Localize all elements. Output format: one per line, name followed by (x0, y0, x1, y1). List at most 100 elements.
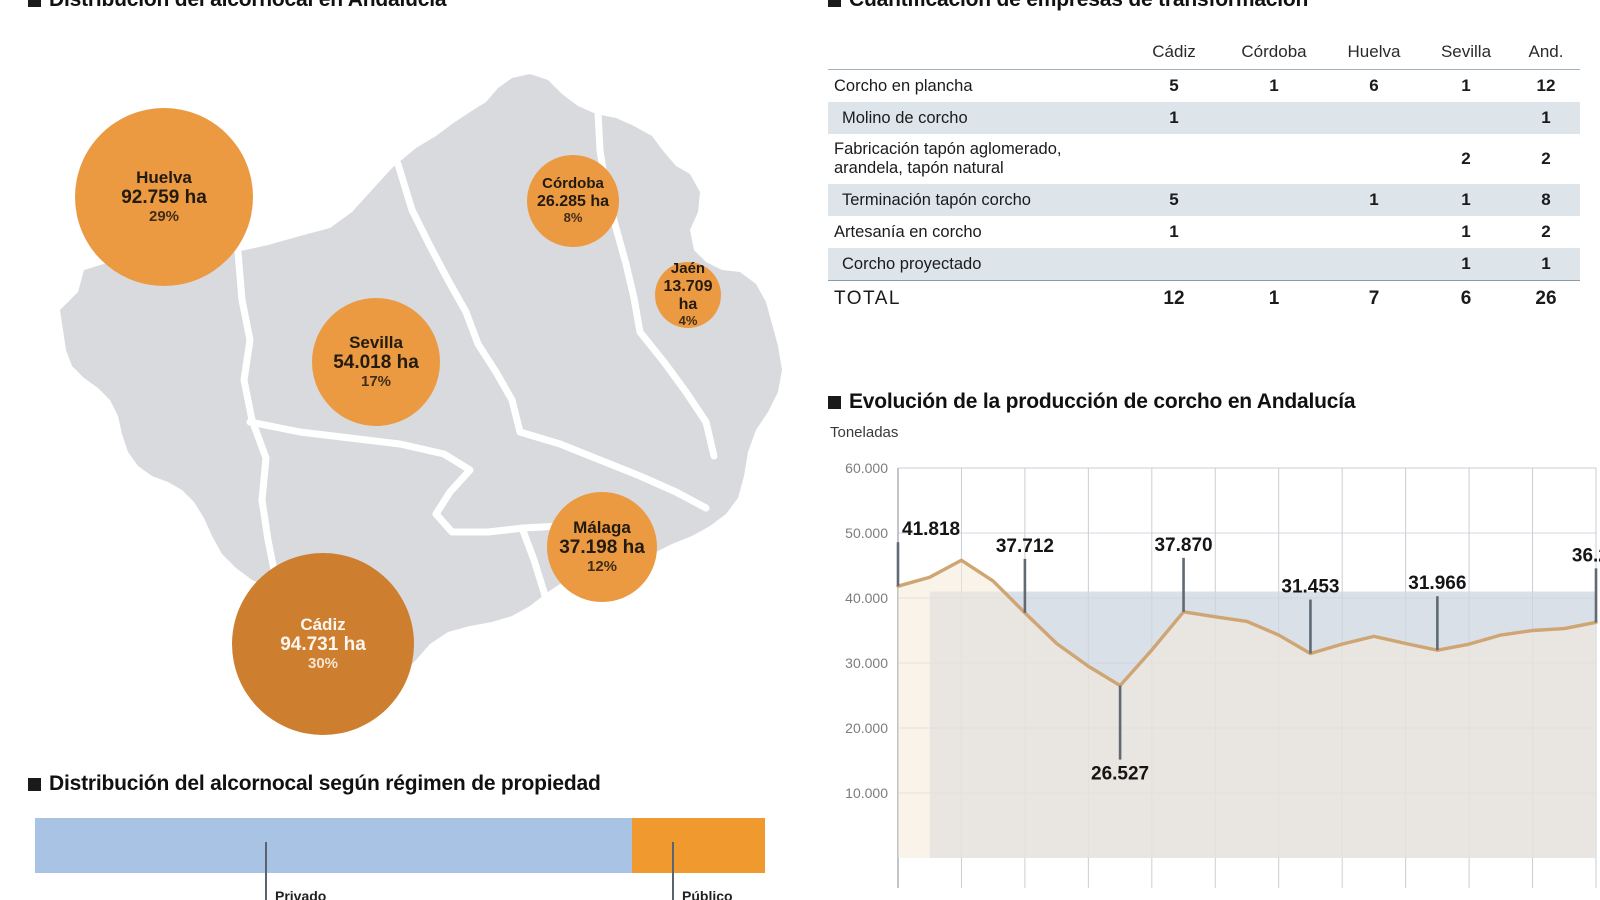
total-sevilla: 6 (1420, 280, 1512, 316)
property-section-title: Distribución del alcornocal según régime… (28, 772, 601, 796)
col-header-cordoba: Córdoba (1220, 38, 1328, 70)
cell-cadiz: 5 (1169, 76, 1179, 95)
bullet-square-icon (28, 777, 41, 791)
chart-area-fill (898, 560, 1596, 858)
bubble-value: 37.198 ha (559, 537, 645, 559)
chart-data-label: 36.254 (1572, 545, 1600, 566)
y-axis-tick-label: 20.000 (845, 720, 888, 736)
cell-huelva: 1 (1328, 184, 1420, 216)
chart-data-label: 37.870 (1154, 535, 1212, 556)
cell-cordoba (1220, 102, 1328, 134)
chart-data-label: 31.966 (1408, 573, 1466, 594)
firms-table: Cádiz Córdoba Huelva Sevilla And. Corcho… (828, 38, 1580, 316)
cell-sevilla: 1 (1461, 76, 1471, 95)
total-cordoba: 1 (1220, 280, 1328, 316)
bar-segment-public[interactable] (632, 818, 765, 873)
production-line-chart: 60.000 50.000 40.000 30.000 20.000 10.000 41.8… (845, 460, 1600, 888)
bubble-pct: 12% (586, 557, 618, 575)
map-title-text: Distribución del alcornocal en Andalucía (49, 0, 447, 12)
col-header-blank (828, 38, 1128, 70)
cell-cordoba (1220, 184, 1328, 216)
cell-and: 1 (1512, 248, 1580, 281)
bubble-name: Málaga (573, 518, 631, 538)
table-header-row: Cádiz Córdoba Huelva Sevilla And. (828, 38, 1580, 70)
cell-sevilla: 1 (1461, 222, 1471, 241)
map-section-title: Distribución del alcornocal en Andalucía (28, 0, 447, 12)
map-bubble-cadiz[interactable]: Cádiz 94.731 ha 30% (232, 553, 414, 735)
total-label: TOTAL (828, 280, 1128, 316)
bubble-name: Córdoba (542, 175, 604, 193)
table-row: Molino de corcho 1 1 (828, 102, 1580, 134)
table-row: Corcho en plancha 5 1 6 1 12 (828, 70, 1580, 103)
cell-huelva (1328, 102, 1420, 134)
bubble-value: 94.731 ha (280, 634, 366, 656)
cell-huelva: 6 (1369, 76, 1379, 95)
firms-table-section: Cuantificación de empresas de transforma… (820, 0, 1600, 380)
cell-huelva (1328, 216, 1420, 248)
cell-cordoba (1220, 134, 1328, 184)
total-and: 26 (1512, 280, 1580, 316)
map-bubble-malaga[interactable]: Málaga 37.198 ha 12% (547, 492, 657, 602)
table-row: Terminación tapón corcho 5 1 1 8 (828, 184, 1580, 216)
cell-sevilla: 1 (1420, 184, 1512, 216)
table-row: Fabricación tapón aglomerado, arandela, … (828, 134, 1580, 184)
row-label: Artesanía en corcho (834, 222, 982, 241)
cell-cadiz: 5 (1128, 184, 1220, 216)
cell-sevilla (1420, 102, 1512, 134)
chart-subtitle: Toneladas (830, 424, 899, 441)
bubble-name: Cádiz (300, 615, 346, 635)
bar-segment-private[interactable] (35, 818, 633, 873)
cell-cadiz (1128, 134, 1220, 184)
cell-and: 8 (1512, 184, 1580, 216)
chart-line (896, 558, 1598, 688)
col-header-sevilla: Sevilla (1420, 38, 1512, 70)
table-row: Artesanía en corcho 1 1 2 (828, 216, 1580, 248)
chart-data-label: 31.453 (1281, 577, 1339, 598)
col-header-and: And. (1512, 38, 1580, 70)
map-bubble-huelva[interactable]: Huelva 92.759 ha 29% (75, 108, 253, 286)
map-bubble-cordoba[interactable]: Córdoba 26.285 ha 8% (527, 155, 619, 247)
map-section: Distribución del alcornocal en Andalucía (0, 0, 800, 760)
bubble-value: 54.018 ha (333, 352, 419, 374)
bubble-pct: 4% (678, 313, 698, 329)
bubble-pct: 29% (148, 207, 180, 225)
property-regime-section: Distribución del alcornocal según régime… (0, 760, 800, 900)
map-bubble-sevilla[interactable]: Sevilla 54.018 ha 17% (312, 298, 440, 426)
chart-data-label: 37.712 (996, 536, 1054, 557)
bubble-value: 92.759 ha (121, 187, 207, 209)
bubble-name: Huelva (136, 168, 192, 188)
map-province-borders (234, 108, 718, 664)
bubble-value: 13.709 ha (663, 278, 713, 314)
map-bubble-jaen[interactable]: Jaén 13.709 ha 4% (655, 260, 721, 329)
table-row: Corcho proyectado 1 1 (828, 248, 1580, 281)
legend-label-public: Público (682, 888, 733, 900)
bullet-square-icon (828, 395, 841, 409)
bubble-pct: 30% (307, 654, 339, 672)
cell-sevilla: 1 (1420, 248, 1512, 281)
bullet-square-icon (828, 0, 841, 7)
chart-data-label: 41.818 (902, 519, 960, 540)
bubble-name: Jaén (670, 260, 706, 278)
cell-cordoba (1220, 216, 1328, 248)
firms-table-title: Cuantificación de empresas de transforma… (828, 0, 1308, 12)
total-cadiz: 12 (1128, 280, 1220, 316)
col-header-huelva: Huelva (1328, 38, 1420, 70)
row-label: Molino de corcho (828, 102, 1128, 134)
row-label: Corcho en plancha (834, 76, 973, 95)
bubble-value: 26.285 ha (536, 193, 610, 211)
y-axis-tick-label: 10.000 (845, 785, 888, 801)
cell-huelva (1328, 134, 1420, 184)
property-stacked-bar[interactable] (35, 818, 765, 873)
cell-cordoba (1220, 248, 1328, 281)
y-axis-tick-label: 50.000 (845, 525, 888, 541)
y-axis-tick-label: 30.000 (845, 655, 888, 671)
chart-data-label: 26.527 (1091, 764, 1149, 785)
cell-sevilla: 2 (1461, 149, 1471, 168)
property-title-text: Distribución del alcornocal según régime… (49, 772, 601, 795)
leader-line-public (672, 842, 674, 900)
bubble-pct: 8% (563, 210, 583, 226)
production-chart-section: Evolución de la producción de corcho en … (820, 390, 1600, 900)
cell-cordoba: 1 (1269, 76, 1279, 95)
firms-title-text: Cuantificación de empresas de transforma… (849, 0, 1308, 12)
col-header-cadiz: Cádiz (1128, 38, 1220, 70)
